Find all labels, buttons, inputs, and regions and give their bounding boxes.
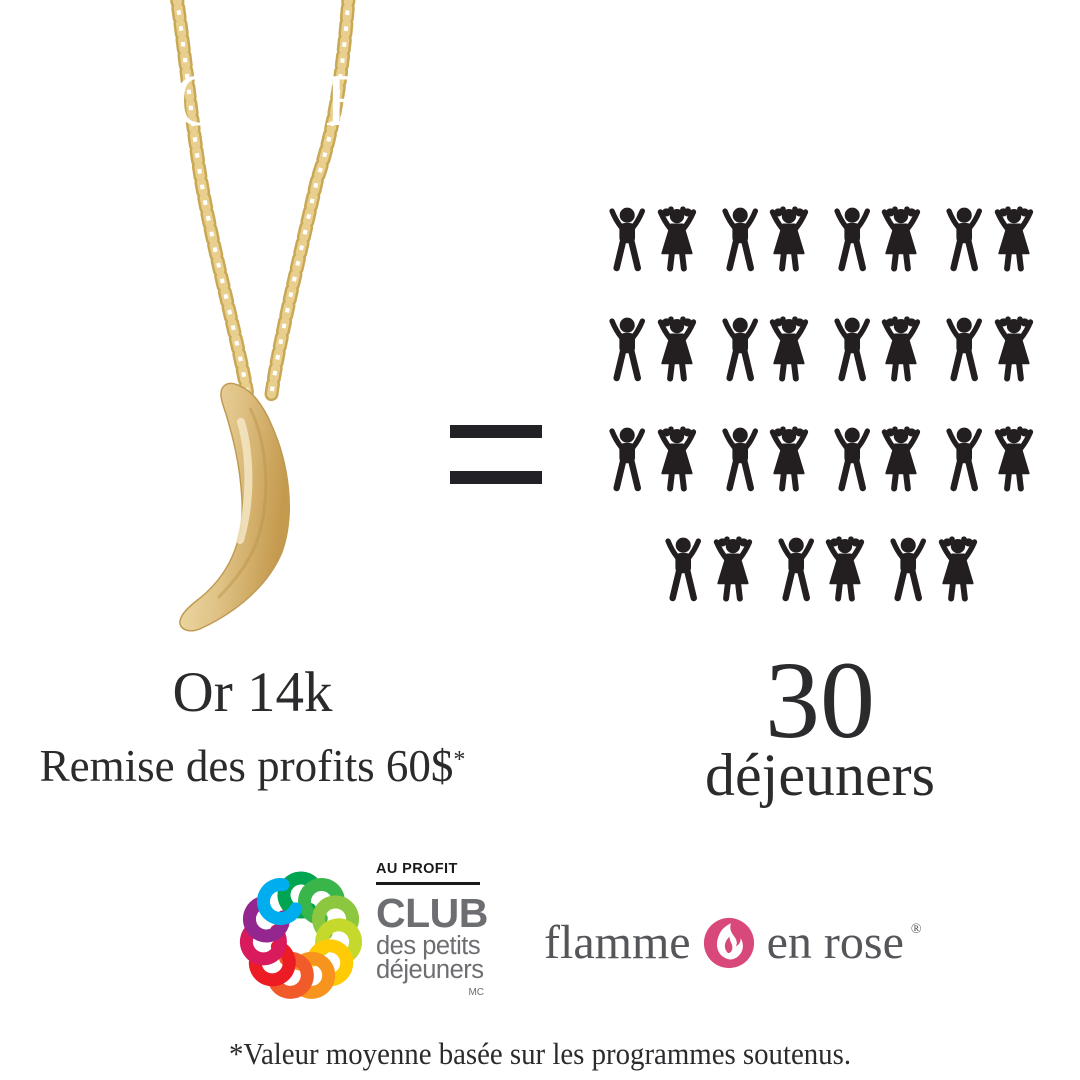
child-boy-icon: [663, 536, 703, 604]
child-girl-icon: [766, 426, 812, 494]
club-sub-line-2: déjeuners: [376, 956, 484, 985]
club-logo-rule: [376, 882, 480, 885]
breakfast-label: déjeuners: [705, 742, 935, 808]
club-des-petits-dejeuners-spiral-icon: [239, 871, 363, 999]
club-trademark: MC: [468, 987, 484, 999]
child-boy-icon: [944, 426, 984, 494]
club-des-petits-dejeuners-logo: AU PROFIT CLUB des petits déjeuners MC: [376, 861, 496, 998]
necklace-chain-left: [170, 0, 254, 399]
child-boy-icon: [720, 426, 760, 494]
profit-text: Remise des profits 60$: [39, 741, 454, 791]
necklace-chain-right: [264, 0, 356, 405]
child-girl-icon: [935, 536, 981, 604]
child-girl-icon: [991, 426, 1037, 494]
banana-pendant: [179, 382, 290, 632]
product-material-label: Or 14k: [172, 661, 333, 724]
child-boy-icon: [832, 316, 872, 384]
gold-banana-pendant-necklace-image: [170, 0, 356, 632]
child-girl-icon: [878, 206, 924, 274]
au-profit-label: AU PROFIT: [376, 861, 458, 877]
child-boy-icon: [944, 206, 984, 274]
child-boy-icon: [832, 206, 872, 274]
pictograph-row: [598, 426, 1046, 494]
pictograph-row: [598, 536, 1046, 604]
flamme-en-rose-logo: flamme en rose ®: [544, 916, 922, 970]
footnote-marker: *: [453, 747, 466, 773]
child-girl-icon: [822, 536, 868, 604]
flamme-en-rose-flame-icon: [703, 917, 754, 969]
child-boy-icon: [607, 426, 647, 494]
header-banner: NOTRE CONTRIBUTION: [27, 23, 1053, 179]
pictograph-row: [598, 206, 1046, 274]
page-title: NOTRE CONTRIBUTION: [119, 59, 961, 142]
registered-mark: ®: [910, 922, 922, 937]
footnote: *Valeur moyenne basée sur les programmes…: [228, 1036, 852, 1071]
child-boy-icon: [607, 316, 647, 384]
breakfast-count: 30: [765, 639, 875, 761]
child-boy-icon: [776, 536, 816, 604]
child-girl-icon: [654, 426, 700, 494]
child-boy-icon: [720, 316, 760, 384]
flamme-word: flamme: [544, 916, 691, 969]
child-girl-icon: [710, 536, 756, 604]
equals-bar-top: [450, 425, 542, 438]
child-girl-icon: [766, 316, 812, 384]
child-girl-icon: [991, 316, 1037, 384]
child-boy-icon: [720, 206, 760, 274]
equals-sign: =: [450, 425, 542, 484]
club-spiral-arc: [256, 878, 304, 926]
pictograph-row: [598, 316, 1046, 384]
en-rose-word: en rose: [766, 916, 904, 969]
child-girl-icon: [878, 316, 924, 384]
club-sub-line-1: des petits: [376, 932, 481, 960]
child-boy-icon: [944, 316, 984, 384]
club-wordmark: CLUB: [376, 890, 488, 936]
child-girl-icon: [654, 316, 700, 384]
child-girl-icon: [766, 206, 812, 274]
child-boy-icon: [607, 206, 647, 274]
children-pictograph: [598, 206, 1046, 604]
child-boy-icon: [888, 536, 928, 604]
child-girl-icon: [654, 206, 700, 274]
child-girl-icon: [991, 206, 1037, 274]
profit-remittance-label: Remise des profits 60$*: [0, 744, 505, 789]
child-boy-icon: [832, 426, 872, 494]
child-girl-icon: [878, 426, 924, 494]
equals-bar-bottom: [450, 471, 542, 484]
